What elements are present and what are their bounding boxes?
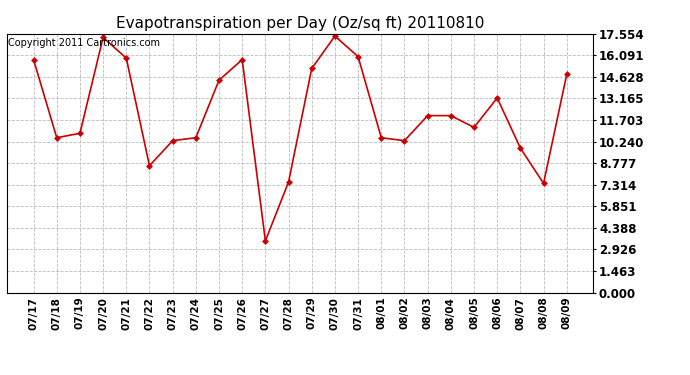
Title: Evapotranspiration per Day (Oz/sq ft) 20110810: Evapotranspiration per Day (Oz/sq ft) 20… bbox=[116, 16, 484, 31]
Text: Copyright 2011 Cartronics.com: Copyright 2011 Cartronics.com bbox=[8, 38, 160, 48]
